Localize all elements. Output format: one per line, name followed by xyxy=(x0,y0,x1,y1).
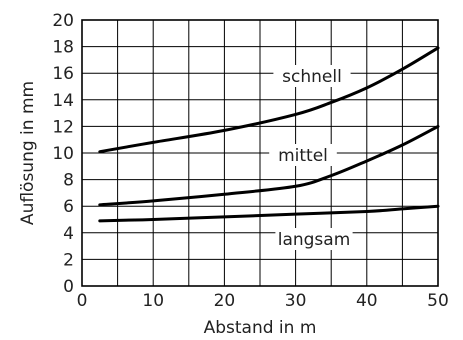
series-label-schnell: schnell xyxy=(282,67,342,87)
y-axis-label: Auflösung in mm xyxy=(18,81,38,225)
grid xyxy=(82,20,438,286)
series-lines xyxy=(98,46,440,223)
x-axis-label: Abstand in m xyxy=(204,318,317,338)
series-label-mittel: mittel xyxy=(278,146,328,166)
y-tick-label: 20 xyxy=(52,11,74,31)
y-tick-label: 18 xyxy=(52,38,74,58)
x-tick-label: 30 xyxy=(285,291,307,311)
y-axis-ticks: 0 2 4 6 8 10 12 14 16 18 20 xyxy=(52,11,74,297)
y-tick-label: 4 xyxy=(63,224,74,244)
x-tick-label: 20 xyxy=(214,291,236,311)
y-tick-label: 2 xyxy=(63,250,74,270)
x-tick-label: 40 xyxy=(356,291,378,311)
x-tick-label: 0 xyxy=(77,291,88,311)
y-tick-label: 14 xyxy=(52,91,74,111)
series-label-background xyxy=(269,144,337,166)
series-line-mittel xyxy=(98,124,440,207)
series-label-background xyxy=(275,228,353,250)
y-tick-label: 8 xyxy=(63,171,74,191)
series-label-langsam: langsam xyxy=(278,230,351,250)
x-axis-ticks: 0 10 20 30 40 50 xyxy=(77,291,449,311)
series-label-background xyxy=(273,65,351,87)
y-tick-label: 10 xyxy=(52,144,74,164)
y-tick-label: 6 xyxy=(63,197,74,217)
plot-frame xyxy=(81,19,439,287)
x-tick-label: 10 xyxy=(142,291,164,311)
series-line-langsam xyxy=(98,204,440,223)
y-tick-label: 0 xyxy=(63,277,74,297)
y-tick-label: 12 xyxy=(52,117,74,137)
x-tick-label: 50 xyxy=(427,291,449,311)
series-labels: schnell mittel langsam xyxy=(269,65,353,250)
series-line-schnell xyxy=(98,46,440,154)
y-tick-label: 16 xyxy=(52,64,74,84)
